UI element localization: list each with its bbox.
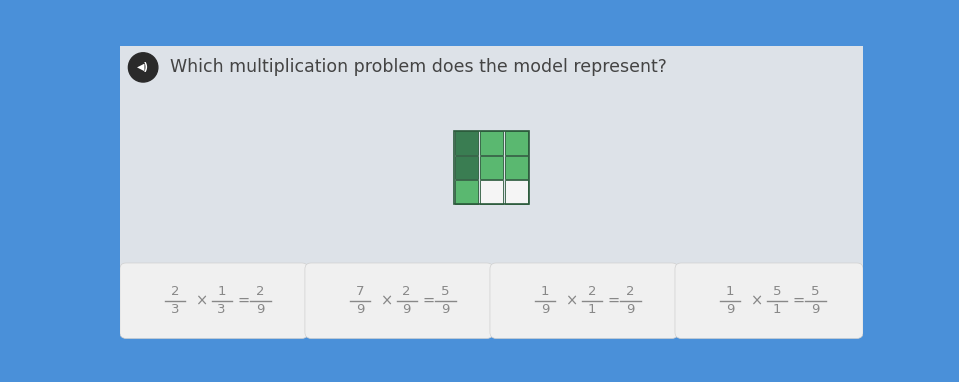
- Bar: [455, 131, 479, 155]
- Text: ◀): ◀): [137, 62, 150, 73]
- Text: 9: 9: [626, 303, 635, 316]
- Text: 1: 1: [218, 285, 226, 298]
- Text: 9: 9: [541, 303, 550, 316]
- Text: 9: 9: [441, 303, 450, 316]
- Text: 1: 1: [588, 303, 596, 316]
- FancyBboxPatch shape: [305, 263, 493, 338]
- Text: =: =: [607, 293, 620, 308]
- Text: 2: 2: [256, 285, 265, 298]
- FancyBboxPatch shape: [675, 263, 863, 338]
- Text: 5: 5: [441, 285, 450, 298]
- Text: 9: 9: [403, 303, 410, 316]
- FancyBboxPatch shape: [490, 263, 678, 338]
- Text: 2: 2: [403, 285, 411, 298]
- Bar: [480, 156, 503, 179]
- Text: 9: 9: [726, 303, 735, 316]
- Circle shape: [129, 53, 158, 82]
- FancyBboxPatch shape: [117, 41, 866, 271]
- Text: ×: ×: [197, 293, 208, 308]
- Bar: [504, 131, 528, 155]
- Text: 2: 2: [588, 285, 596, 298]
- Text: =: =: [422, 293, 434, 308]
- Bar: [455, 156, 479, 179]
- Text: ×: ×: [566, 293, 578, 308]
- Bar: [455, 180, 479, 204]
- Text: 7: 7: [356, 285, 364, 298]
- Text: 5: 5: [773, 285, 781, 298]
- Bar: [455, 131, 528, 204]
- Text: 9: 9: [256, 303, 265, 316]
- Text: =: =: [792, 293, 805, 308]
- Bar: [504, 156, 528, 179]
- Text: 2: 2: [171, 285, 179, 298]
- Text: 1: 1: [541, 285, 550, 298]
- Bar: [480, 131, 503, 155]
- Bar: [480, 180, 503, 204]
- Text: 9: 9: [811, 303, 820, 316]
- Text: 1: 1: [726, 285, 735, 298]
- Text: Which multiplication problem does the model represent?: Which multiplication problem does the mo…: [171, 58, 667, 76]
- Text: 1: 1: [773, 303, 781, 316]
- Text: 9: 9: [356, 303, 364, 316]
- Bar: [504, 180, 528, 204]
- FancyBboxPatch shape: [120, 263, 308, 338]
- Text: 2: 2: [626, 285, 635, 298]
- Text: 5: 5: [811, 285, 820, 298]
- Text: 3: 3: [171, 303, 179, 316]
- Text: =: =: [237, 293, 249, 308]
- Text: ×: ×: [382, 293, 393, 308]
- Text: 3: 3: [218, 303, 226, 316]
- Text: ×: ×: [751, 293, 763, 308]
